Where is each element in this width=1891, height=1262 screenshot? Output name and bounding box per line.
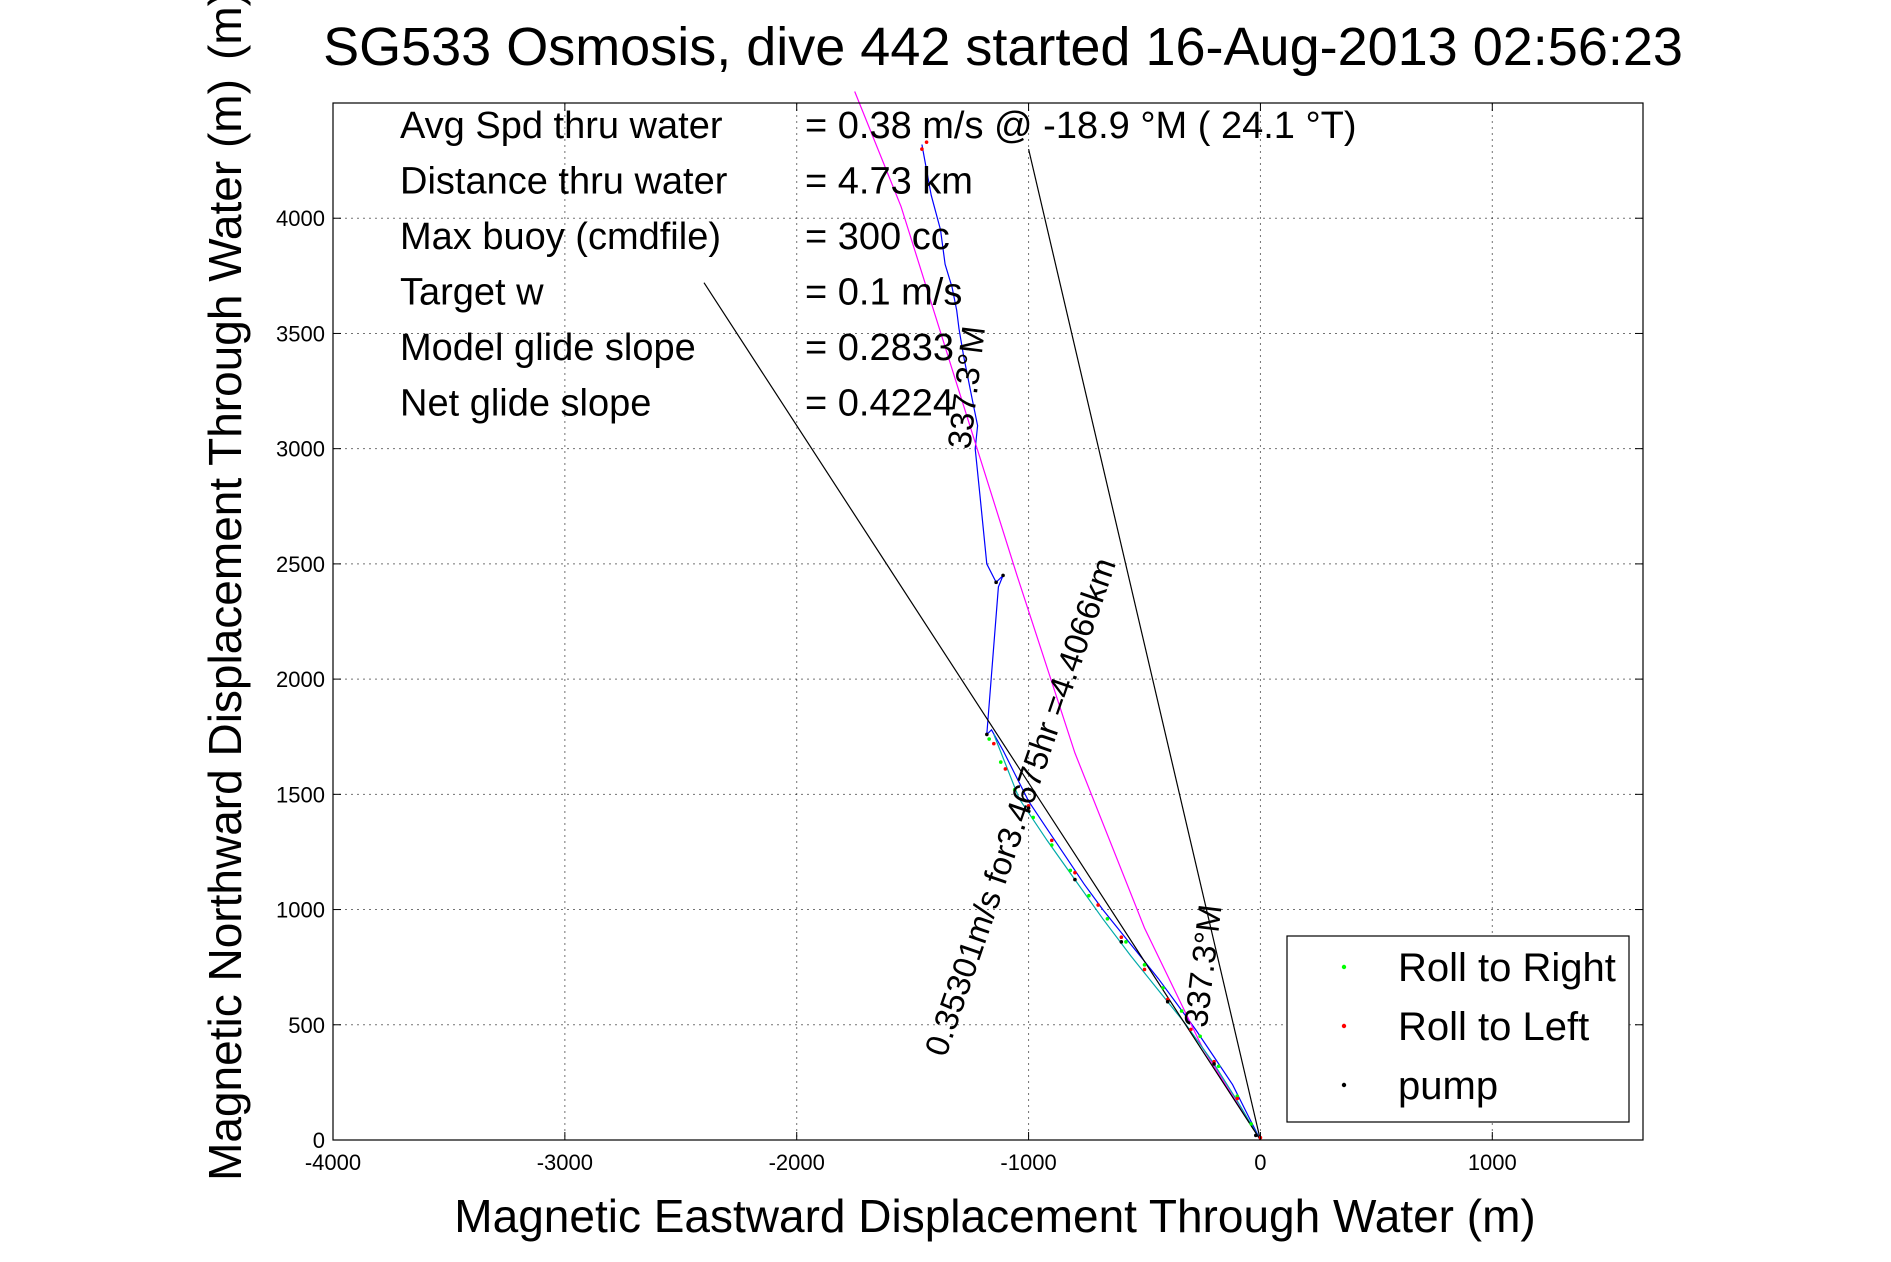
point-pump-4 bbox=[1073, 877, 1077, 882]
axes-box bbox=[332, 102, 1644, 1141]
marker-layer bbox=[920, 140, 1263, 1140]
info-block: Avg Spd thru water = 0.38 m/s @ -18.9 °M … bbox=[400, 105, 1357, 425]
series-path-magenta bbox=[854, 91, 1261, 1141]
point-roll-to-left-1 bbox=[924, 140, 929, 144]
legend-label-1: Roll to Left bbox=[1398, 1005, 1589, 1049]
info-value-0: = 0.38 m/s @ -18.9 °M ( 24.1 °T) bbox=[805, 105, 1357, 147]
y-tick-label-6: 3000 bbox=[276, 437, 325, 462]
point-pump-0 bbox=[985, 732, 989, 737]
point-roll-to-left-6 bbox=[1073, 870, 1077, 875]
legend-label-0: Roll to Right bbox=[1398, 946, 1616, 990]
x-tick-label-3: -1000 bbox=[1000, 1150, 1056, 1175]
point-pump-7 bbox=[1212, 1062, 1216, 1066]
point-pump-1 bbox=[994, 580, 998, 585]
info-value-1: = 4.73 km bbox=[805, 161, 973, 203]
point-roll-to-left-8 bbox=[1119, 935, 1124, 940]
series-line-1 bbox=[703, 282, 1261, 1141]
tick-layer: -4000 -3000 -2000 -1000 0 1000 0 500 1000 1500 200… bbox=[276, 103, 1643, 1175]
point-roll-to-right-4 bbox=[1049, 843, 1054, 847]
x-tick-label-4: 0 bbox=[1254, 1150, 1266, 1175]
point-pump-5 bbox=[1119, 940, 1124, 944]
y-tick-label-7: 3500 bbox=[276, 321, 325, 346]
legend-marker-2 bbox=[1341, 1082, 1347, 1088]
series-path-cyan bbox=[993, 734, 1261, 1141]
y-tick-label-2: 1000 bbox=[276, 898, 325, 923]
y-tick-label-4: 2000 bbox=[276, 667, 325, 692]
legend-marker-0 bbox=[1341, 964, 1347, 970]
legend-items: Roll to Right Roll to Left pump bbox=[1341, 946, 1616, 1108]
y-tick-label-8: 4000 bbox=[276, 206, 325, 231]
point-roll-to-right-8 bbox=[1124, 940, 1128, 944]
point-roll-to-left-7 bbox=[1096, 903, 1100, 907]
point-roll-to-right-6 bbox=[1087, 893, 1091, 898]
point-roll-to-left-9 bbox=[1142, 967, 1147, 972]
point-roll-to-right-1 bbox=[998, 760, 1003, 764]
point-pump-6 bbox=[1165, 999, 1170, 1004]
info-value-2: = 300 cc bbox=[805, 216, 950, 258]
y-tick-label-1: 500 bbox=[288, 1013, 325, 1038]
legend-marker-1 bbox=[1341, 1023, 1347, 1029]
x-tick-label-5: 1000 bbox=[1468, 1150, 1517, 1175]
info-value-4: = 0.2833 bbox=[805, 327, 954, 369]
point-roll-to-left-5 bbox=[1049, 838, 1054, 843]
info-label-0: Avg Spd thru water bbox=[400, 105, 723, 147]
point-roll-to-right-5 bbox=[1068, 868, 1073, 873]
point-roll-to-right-12 bbox=[1198, 1034, 1202, 1039]
point-roll-to-left-2 bbox=[991, 741, 996, 746]
y-tick-label-5: 2500 bbox=[276, 552, 325, 577]
x-axis-label: Magnetic Eastward Displacement Through W… bbox=[454, 1190, 1535, 1242]
series-line-2 bbox=[1028, 148, 1261, 1141]
point-roll-to-left-0 bbox=[920, 147, 924, 151]
x-tick-label-2: -2000 bbox=[769, 1150, 825, 1175]
point-roll-to-right-15 bbox=[1249, 1122, 1253, 1126]
y-tick-label-3: 1500 bbox=[276, 782, 325, 807]
point-roll-to-right-13 bbox=[1216, 1064, 1221, 1069]
title-overlay-glyph: (m) bbox=[199, 0, 251, 60]
info-label-2: Max buoy (cmdfile) bbox=[400, 216, 721, 258]
point-roll-to-left-13 bbox=[1235, 1096, 1240, 1101]
point-pump-8 bbox=[1253, 1133, 1258, 1138]
point-roll-to-right-11 bbox=[1179, 1009, 1184, 1013]
point-roll-to-right-2 bbox=[1012, 787, 1017, 792]
x-tick-label-0: -4000 bbox=[305, 1150, 361, 1175]
point-roll-to-left-3 bbox=[1003, 767, 1008, 771]
point-roll-to-right-9 bbox=[1142, 963, 1147, 967]
point-roll-to-right-3 bbox=[1031, 815, 1036, 820]
point-pump-2 bbox=[1001, 573, 1005, 578]
y-tick-label-0: 0 bbox=[313, 1128, 325, 1153]
legend: Roll to Right Roll to Left pump bbox=[1286, 935, 1630, 1123]
legend-label-2: pump bbox=[1398, 1064, 1498, 1108]
info-label-3: Target w bbox=[400, 272, 544, 314]
point-roll-to-left-11 bbox=[1189, 1027, 1193, 1032]
point-roll-to-right-0 bbox=[987, 737, 991, 741]
point-pump-3 bbox=[1026, 806, 1031, 810]
y-axis-label: Magnetic Northward Displacement Through … bbox=[199, 79, 251, 1181]
info-label-5: Net glide slope bbox=[400, 383, 651, 425]
point-roll-to-right-10 bbox=[1161, 986, 1165, 990]
info-value-3: = 0.1 m/s bbox=[805, 272, 962, 314]
info-label-4: Model glide slope bbox=[400, 327, 696, 369]
chart-title: SG533 Osmosis, dive 442 started 16-Aug-2… bbox=[323, 17, 1683, 77]
info-label-1: Distance thru water bbox=[400, 161, 728, 203]
x-tick-label-1: -3000 bbox=[537, 1150, 593, 1175]
info-value-5: = 0.4224 bbox=[805, 383, 954, 425]
point-roll-to-right-7 bbox=[1105, 916, 1110, 921]
